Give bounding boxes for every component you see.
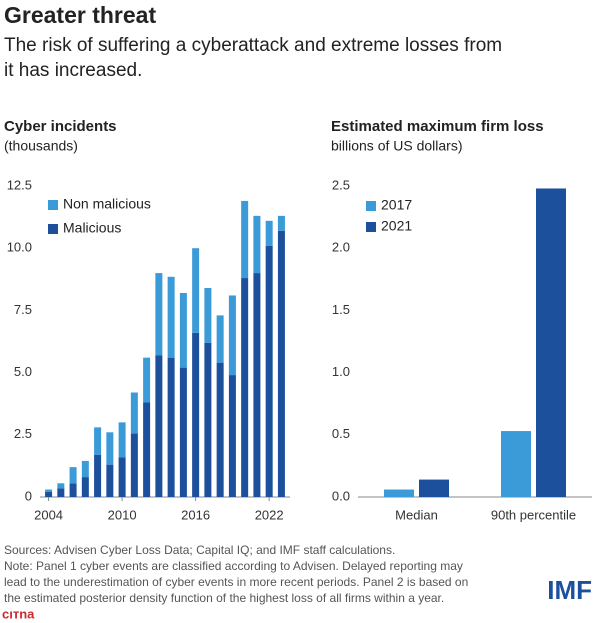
x-tick-label: 2004 xyxy=(34,507,63,522)
note: Sources: Advisen Cyber Loss Data; Capita… xyxy=(4,543,395,557)
note: the estimated posterior density function… xyxy=(4,591,444,605)
bar xyxy=(536,188,566,497)
bar-segment xyxy=(155,355,163,497)
bar-segment xyxy=(81,477,89,497)
bar-segment xyxy=(118,457,126,497)
y-tick-label: 0.0 xyxy=(332,488,350,503)
x-tick-label: 2016 xyxy=(181,507,210,522)
bar-segment xyxy=(94,427,102,455)
bar-segment xyxy=(204,288,212,343)
title: Greater threat xyxy=(4,2,156,28)
y-tick-label: 0.5 xyxy=(332,426,350,441)
legend-label: 2017 xyxy=(381,197,412,213)
bar-segment xyxy=(228,295,236,376)
note: Note: Panel 1 cyber events are classifie… xyxy=(4,559,463,573)
legend-label: Malicious xyxy=(63,220,121,236)
bar-segment xyxy=(130,392,138,434)
bar-segment xyxy=(106,464,114,497)
bar xyxy=(384,489,414,497)
bar-segment xyxy=(69,467,77,484)
subtitle: The risk of suffering a cyberattack and … xyxy=(4,35,502,56)
bar-segment xyxy=(57,483,65,489)
y-tick-label: 12.5 xyxy=(7,177,32,192)
bar-segment xyxy=(192,248,200,333)
bar-segment xyxy=(45,492,53,497)
bar-segment xyxy=(106,432,114,465)
bar-segment xyxy=(228,375,236,497)
y-tick-label: 1.0 xyxy=(332,364,350,379)
legend-label: 2021 xyxy=(381,218,412,234)
bar-segment xyxy=(253,273,261,497)
bar-segment xyxy=(204,342,212,497)
bar-segment xyxy=(265,245,273,497)
bar-segment xyxy=(265,220,273,246)
panel-title: Estimated maximum firm loss xyxy=(331,118,544,135)
y-tick-label: 10.0 xyxy=(7,240,32,255)
y-tick-label: 1.5 xyxy=(332,302,350,317)
legend-swatch xyxy=(48,224,58,234)
legend-swatch xyxy=(366,222,376,232)
bar-segment xyxy=(216,315,224,363)
subtitle: it has increased. xyxy=(4,60,142,81)
bar-segment xyxy=(81,460,89,478)
panel-subtitle: billions of US dollars) xyxy=(331,138,463,154)
legend-label: Non malicious xyxy=(63,196,151,212)
bar xyxy=(419,479,449,497)
logo: IMF xyxy=(547,575,592,605)
y-tick-label: 0 xyxy=(25,488,32,503)
x-tick-label: 90th percentile xyxy=(491,507,576,522)
bar-segment xyxy=(167,357,175,497)
watermark: cıтna xyxy=(2,606,35,621)
panel-title: Cyber incidents xyxy=(4,118,117,135)
y-tick-label: 2.0 xyxy=(332,240,350,255)
bar-segment xyxy=(192,332,200,497)
bar-segment xyxy=(179,292,187,368)
bar-segment xyxy=(69,483,77,497)
bar-segment xyxy=(167,276,175,358)
y-tick-label: 7.5 xyxy=(14,302,32,317)
bar-segment xyxy=(130,433,138,497)
y-tick-label: 5.0 xyxy=(14,364,32,379)
bar-segment xyxy=(277,230,285,497)
note: lead to the underestimation of cyber eve… xyxy=(4,575,468,589)
bar-segment xyxy=(277,215,285,231)
x-tick-label: 2010 xyxy=(108,507,137,522)
x-tick-label: Median xyxy=(395,507,438,522)
bar-segment xyxy=(143,402,151,497)
bar-segment xyxy=(118,422,126,458)
y-tick-label: 2.5 xyxy=(14,426,32,441)
bar-segment xyxy=(241,278,249,497)
bar-segment xyxy=(45,489,53,493)
bar-segment xyxy=(179,367,187,497)
bar xyxy=(501,431,531,497)
y-tick-label: 2.5 xyxy=(332,177,350,192)
x-tick-label: 2022 xyxy=(255,507,284,522)
bar-segment xyxy=(94,454,102,497)
bar-segment xyxy=(216,362,224,497)
panel-subtitle: (thousands) xyxy=(4,138,78,154)
legend-swatch xyxy=(366,201,376,211)
bar-segment xyxy=(57,488,65,497)
bar-segment xyxy=(241,200,249,279)
bar-segment xyxy=(155,273,163,356)
legend-swatch xyxy=(48,200,58,210)
bar-segment xyxy=(143,357,151,403)
bar-segment xyxy=(253,215,261,274)
